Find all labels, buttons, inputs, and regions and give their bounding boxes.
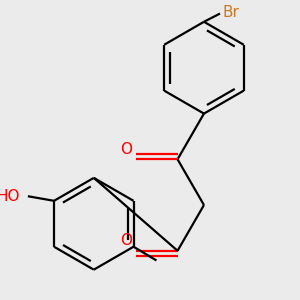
Text: HO: HO <box>0 189 20 204</box>
Text: Br: Br <box>222 4 239 20</box>
Text: O: O <box>121 233 133 248</box>
Text: O: O <box>121 142 133 157</box>
